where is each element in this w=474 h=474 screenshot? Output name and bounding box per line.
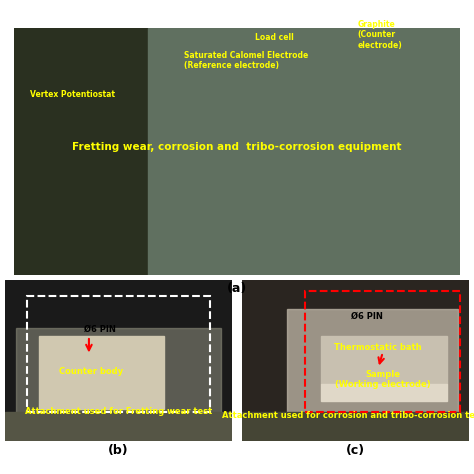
Text: (a): (a): [227, 282, 247, 295]
Bar: [39, 336, 164, 409]
Text: Vertex Potentiostat: Vertex Potentiostat: [30, 91, 115, 100]
Bar: [321, 336, 447, 384]
Text: Load cell: Load cell: [255, 33, 294, 42]
Text: Ø6 PIN: Ø6 PIN: [351, 312, 383, 321]
Bar: [148, 28, 460, 275]
Bar: [14, 28, 148, 275]
Text: Saturated Calomel Electrode
(Reference electrode): Saturated Calomel Electrode (Reference e…: [184, 51, 308, 70]
Text: Attachment used for corrosion and tribo-corrosion tes...: Attachment used for corrosion and tribo-…: [222, 410, 474, 419]
Text: Thermostatic bath: Thermostatic bath: [335, 343, 422, 352]
Text: Graphite
(Counter
electrode): Graphite (Counter electrode): [357, 20, 402, 49]
Bar: [27, 296, 210, 412]
Bar: [287, 309, 458, 425]
Text: Ø6 PIN: Ø6 PIN: [84, 325, 116, 334]
Bar: [16, 328, 221, 425]
Bar: [242, 412, 469, 441]
Bar: [305, 291, 460, 412]
Bar: [321, 384, 447, 401]
Text: Fretting wear, corrosion and  tribo-corrosion equipment: Fretting wear, corrosion and tribo-corro…: [72, 142, 402, 152]
Text: (b): (b): [108, 445, 129, 457]
Text: (c): (c): [346, 445, 365, 457]
Text: Counter body: Counter body: [59, 367, 123, 376]
Text: Attachment used for Fretting wear test: Attachment used for Fretting wear test: [25, 407, 212, 416]
Bar: [5, 412, 232, 441]
Text: Sample
(Working electrode): Sample (Working electrode): [335, 370, 430, 389]
